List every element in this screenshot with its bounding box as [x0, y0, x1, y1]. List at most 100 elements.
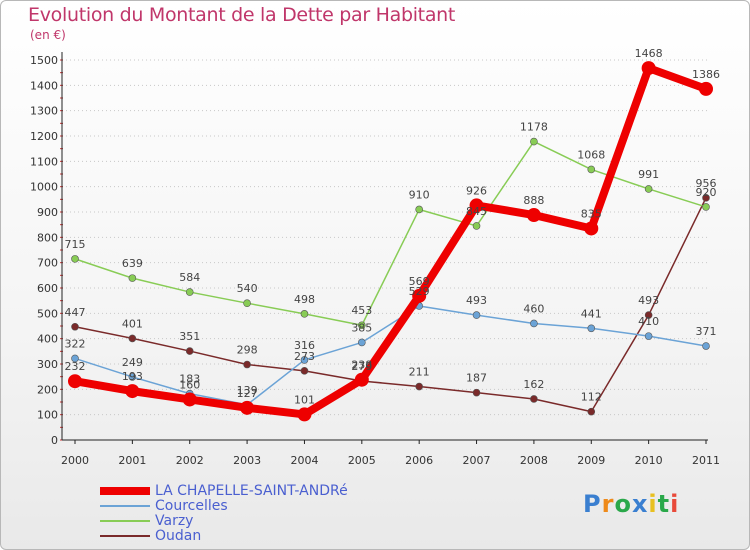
- data-point: [68, 374, 82, 389]
- data-label: 273: [294, 350, 315, 363]
- x-tick-label: 2007: [463, 454, 491, 467]
- x-tick-label: 2006: [405, 454, 433, 467]
- y-tick-label: 700: [37, 257, 58, 270]
- data-point: [125, 384, 140, 399]
- series-line: [71, 64, 710, 419]
- data-label: 249: [122, 356, 143, 369]
- y-tick-label: 300: [37, 358, 58, 371]
- legend-swatch: [100, 504, 150, 507]
- data-point: [530, 319, 538, 328]
- data-point: [128, 274, 137, 282]
- legend-swatch: [100, 534, 150, 537]
- y-tick-label: 0: [51, 434, 58, 447]
- y-tick-label: 1100: [30, 155, 58, 168]
- data-label: 193: [122, 370, 143, 383]
- data-label: 401: [122, 317, 143, 330]
- data-label: 910: [409, 188, 430, 201]
- data-label: 279: [351, 360, 372, 373]
- chart-legend: LA CHAPELLE-SAINT-ANDRé Courcelles Varzy…: [100, 482, 348, 544]
- data-label: 493: [466, 294, 487, 307]
- data-label: 920: [696, 186, 717, 199]
- y-tick-label: 1000: [30, 181, 58, 194]
- data-point: [644, 332, 653, 340]
- data-label: 540: [237, 282, 258, 295]
- legend-label: Oudan: [155, 527, 202, 544]
- data-point: [584, 221, 599, 236]
- logo-letter: o: [614, 490, 632, 518]
- data-label: 183: [179, 373, 200, 386]
- data-point: [415, 205, 423, 214]
- x-tick-label: 2004: [290, 454, 318, 467]
- data-label: 956: [696, 177, 717, 190]
- data-point: [587, 165, 596, 174]
- data-label: 385: [351, 321, 372, 334]
- legend-swatch: [100, 486, 150, 495]
- data-label: 498: [294, 293, 315, 306]
- x-tick-label: 2008: [520, 454, 548, 467]
- data-point: [240, 400, 255, 415]
- legend-item: Courcelles: [100, 497, 348, 514]
- data-label: 211: [409, 366, 430, 379]
- data-label: 316: [294, 339, 315, 352]
- series-line: [74, 305, 707, 406]
- data-point: [472, 222, 481, 230]
- data-point: [71, 354, 79, 363]
- data-label: 441: [581, 307, 602, 320]
- data-label: 529: [409, 285, 430, 298]
- y-tick-label: 1300: [30, 105, 58, 118]
- legend-label: LA CHAPELLE-SAINT-ANDRé: [155, 482, 348, 499]
- legend-label: Courcelles: [155, 497, 228, 514]
- data-point: [472, 388, 481, 397]
- data-label: 187: [466, 372, 487, 385]
- data-label: 991: [638, 168, 659, 181]
- data-point: [354, 372, 369, 387]
- data-label: 845: [466, 205, 487, 218]
- data-point: [297, 407, 312, 422]
- data-point: [644, 185, 653, 193]
- x-tick-label: 2010: [635, 454, 663, 467]
- y-tick-label: 600: [37, 282, 58, 295]
- data-label: 351: [179, 330, 200, 343]
- data-point: [185, 347, 194, 355]
- series-line: [74, 197, 707, 413]
- data-label: 926: [466, 184, 487, 197]
- data-point: [182, 392, 197, 407]
- data-point: [472, 311, 481, 319]
- data-label: 460: [523, 302, 544, 315]
- data-label: 453: [351, 304, 372, 317]
- data-point: [243, 360, 251, 369]
- y-tick-label: 1500: [30, 54, 58, 67]
- data-label: 371: [696, 325, 717, 338]
- logo-letter: t: [657, 490, 671, 518]
- legend-item: Oudan: [100, 527, 348, 544]
- data-point: [702, 203, 710, 211]
- data-point: [412, 288, 427, 303]
- data-label: 232: [65, 360, 86, 373]
- logo-letter: P: [583, 490, 602, 518]
- data-point: [300, 310, 309, 318]
- y-tick-label: 800: [37, 231, 58, 244]
- data-point: [641, 61, 656, 76]
- legend-item: Varzy: [100, 513, 348, 529]
- data-point: [128, 373, 137, 381]
- data-label: 1386: [692, 68, 720, 81]
- data-label: 160: [179, 378, 200, 391]
- data-label: 584: [179, 271, 200, 284]
- data-label: 493: [638, 294, 659, 307]
- data-point: [587, 324, 596, 333]
- data-point: [644, 311, 653, 319]
- data-label: 139: [237, 384, 258, 397]
- data-point: [699, 81, 713, 96]
- data-label: 1178: [520, 121, 548, 134]
- legend-swatch: [100, 519, 150, 522]
- data-label: 238: [351, 359, 372, 372]
- data-label: 447: [65, 306, 86, 319]
- y-tick-label: 1200: [30, 130, 58, 143]
- logo-letter: i: [648, 490, 658, 518]
- y-tick-label: 200: [37, 383, 58, 396]
- data-label: 1468: [635, 47, 663, 60]
- data-point: [243, 299, 251, 308]
- data-label: 639: [122, 257, 143, 270]
- data-label: 1068: [577, 148, 605, 161]
